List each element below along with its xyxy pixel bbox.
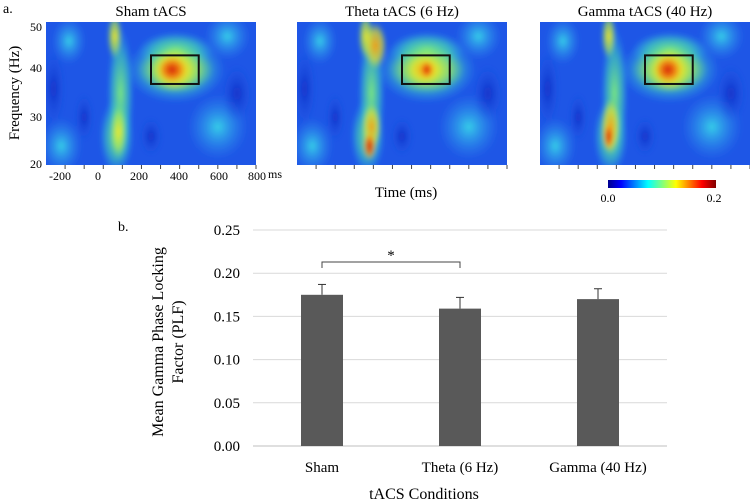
bar-y-tick-label: 0.00 [214, 439, 240, 455]
colorbar-min-label: 0.0 [601, 191, 616, 205]
heatmap-blob [715, 64, 747, 123]
heatmap-blob [633, 117, 657, 156]
heatmap-blob [568, 93, 588, 142]
heatmap-blob [221, 64, 253, 123]
heatmap-blob [603, 122, 615, 151]
colorbar-max-label: 0.2 [707, 191, 722, 205]
significance-star: * [387, 248, 395, 264]
roi-box [150, 54, 200, 85]
heatmap-blob [109, 103, 128, 161]
heatmap-x-tick: 200 [130, 169, 148, 183]
significance-bracket [321, 261, 461, 268]
heatmap-blob [297, 50, 317, 127]
heatmap-panel: Sham tACS [46, 4, 257, 169]
bar-category-label: Gamma (40 Hz) [549, 460, 646, 476]
bar-x-axis-label: tACS Conditions [369, 486, 479, 503]
heatmap-blob [545, 22, 581, 65]
heatmap-blob [363, 22, 387, 70]
heatmap-title: Gamma tACS (40 Hz) [578, 4, 713, 20]
heatmap-blob [46, 117, 83, 165]
panel-a-label: a. [3, 2, 13, 17]
bar-y-tick-label: 0.10 [214, 353, 240, 369]
heatmap-x-tick: 0 [95, 169, 101, 183]
heatmap-x-tick: -200 [49, 169, 71, 183]
heatmap-blob [297, 117, 334, 165]
error-bar [456, 296, 464, 309]
heatmap-blob [390, 117, 414, 156]
heatmap-blob [46, 50, 66, 127]
heatmap-y-tick: 40 [30, 61, 42, 75]
heatmap-y-tick: 30 [30, 110, 42, 124]
heatmap-x-tick: 800 [248, 169, 266, 183]
heatmap-panels: Sham tACS Theta tACS (6 Hz) Gamma tACS (40… [46, 4, 750, 169]
bar-y-axis-label-line1: Mean Gamma Phase Locking [150, 247, 167, 437]
heatmap-blob [362, 131, 377, 161]
bar-category-label: Sham [305, 460, 340, 476]
heatmap-x-unit: ms [268, 167, 282, 181]
heatmap-blob [419, 60, 435, 80]
bar [577, 299, 619, 446]
bar-y-tick-label: 0.15 [214, 309, 240, 325]
error-bar [318, 283, 326, 295]
heatmap-blob [325, 93, 345, 142]
bar-category-label: Theta (6 Hz) [422, 460, 499, 476]
bar [301, 294, 343, 446]
heatmap-blob [540, 117, 577, 165]
bar-y-tick-label: 0.25 [214, 223, 240, 239]
bar-y-tick-label: 0.20 [214, 266, 240, 282]
heatmap-blob [139, 117, 163, 156]
heatmap-x-tick: 600 [210, 169, 228, 183]
heatmap-blob [472, 64, 504, 123]
error-bar [594, 288, 602, 300]
heatmap-title: Sham tACS [115, 4, 186, 20]
heatmap-y-tick: 20 [30, 157, 42, 171]
roi-box [644, 54, 694, 85]
bar-y-tick-label: 0.05 [214, 396, 240, 412]
colorbar [608, 180, 716, 188]
heatmap-panel: Theta tACS (6 Hz) [297, 4, 508, 169]
panel-b-label: b. [118, 220, 129, 235]
heatmap-title: Theta tACS (6 Hz) [345, 4, 459, 20]
heatmap-blob [601, 22, 617, 61]
heatmap-blob [302, 22, 338, 65]
bar-chart: 0.00 0.05 0.10 0.15 0.20 0.25 Sham Theta (6 Hz)… [214, 223, 667, 476]
heatmap-blob [74, 93, 94, 142]
heatmap-blob [653, 55, 683, 84]
bar-y-axis-label-line2: Factor (PLF) [170, 300, 187, 383]
heatmap-blob [107, 22, 123, 61]
bar [439, 308, 481, 446]
heatmap-blob [51, 22, 87, 65]
heatmap-panel: Gamma tACS (40 Hz) [540, 4, 750, 169]
heatmap-blob [540, 50, 560, 127]
roi-box [401, 54, 451, 85]
heatmap-x-axis-label: Time (ms) [375, 185, 437, 201]
heatmap-y-axis-label: Frequency (Hz) [7, 46, 23, 141]
heatmap-blob [156, 55, 188, 84]
heatmap-y-tick: 50 [30, 20, 42, 34]
heatmap-x-tick: 400 [170, 169, 188, 183]
